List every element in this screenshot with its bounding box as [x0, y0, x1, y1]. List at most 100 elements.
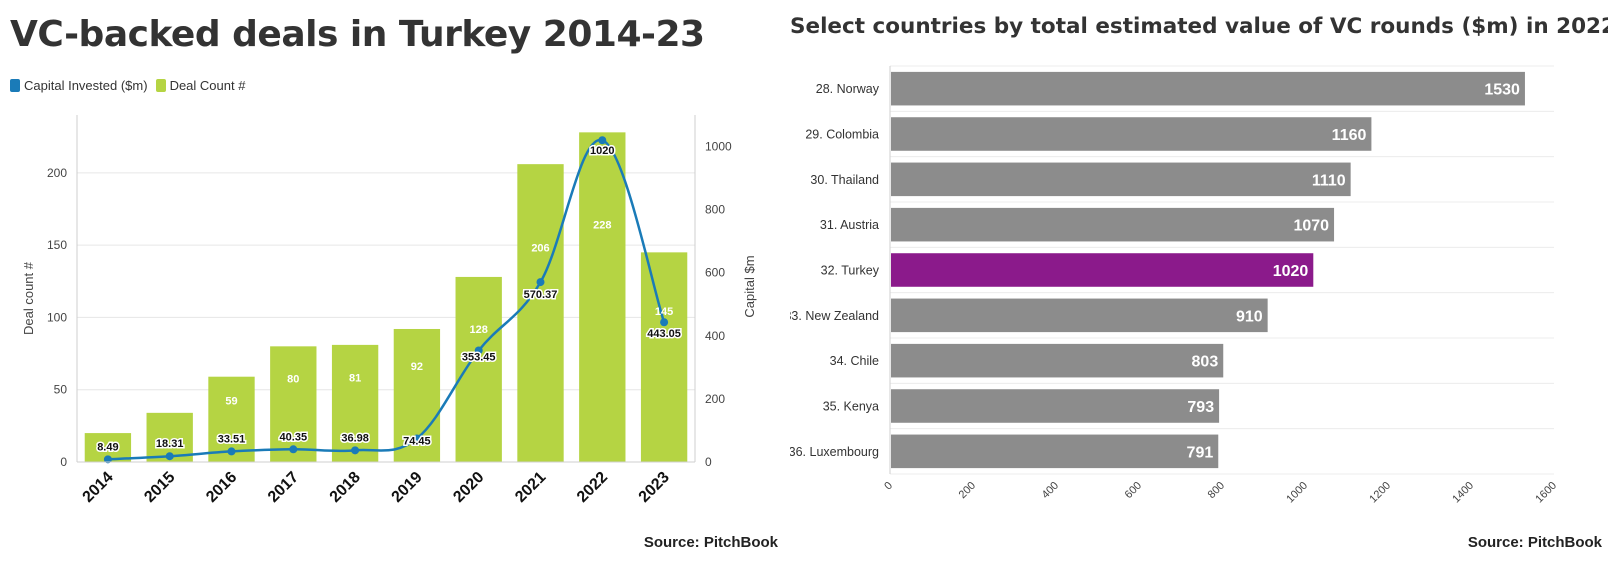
x-tick-label: 400	[1040, 480, 1061, 501]
category-label: 35. Kenya	[823, 400, 879, 414]
capital-data-label: 33.51	[218, 433, 246, 445]
x-tick-label: 2015	[141, 469, 178, 506]
bar-data-label: 81	[349, 373, 361, 385]
x-tick-label: 1200	[1367, 480, 1393, 506]
capital-data-label: 1020	[590, 145, 614, 157]
legend-item-deals[interactable]: Deal Count #	[155, 78, 246, 93]
bar-value-label: 791	[1187, 444, 1214, 461]
capital-point	[351, 446, 360, 455]
capital-data-label: 18.31	[156, 438, 184, 450]
capital-point	[660, 318, 669, 327]
category-label: 34. Chile	[830, 354, 879, 368]
deal-count-bar	[517, 164, 564, 463]
capital-point	[412, 434, 421, 443]
category-label: 36. Luxembourg	[790, 445, 879, 459]
bar-data-label: 59	[225, 396, 237, 408]
category-label: 29. Colombia	[805, 128, 879, 142]
country-bar	[891, 434, 1219, 469]
x-tick-label: 200	[957, 480, 978, 501]
country-bar	[891, 298, 1268, 333]
combo-chart: 0 50 100 150 200 0 200 400 600 800 1000 Deal count …	[21, 115, 757, 506]
country-bar	[891, 71, 1525, 106]
x-tick-label: 2020	[450, 469, 487, 506]
capital-point	[474, 346, 483, 355]
x-tick-label: 1000	[1284, 480, 1310, 506]
x-tick-label: 2021	[512, 469, 549, 506]
bar-data-label: 128	[470, 324, 488, 336]
capital-point	[289, 445, 298, 454]
bar-data-label: 228	[593, 220, 611, 232]
category-label: 30. Thailand	[810, 173, 879, 187]
deal-count-bar	[270, 346, 317, 462]
deal-count-bar	[640, 252, 688, 462]
capital-point	[598, 136, 607, 145]
x-tick-label: 2022	[574, 469, 611, 506]
right-chart-panel: Select countries by total estimated valu…	[790, 0, 1608, 577]
capital-point	[165, 452, 174, 461]
x-tick-label: 1400	[1450, 480, 1476, 506]
capital-point	[227, 447, 236, 456]
legend-swatch-capital	[10, 79, 20, 92]
bar-value-label: 1020	[1273, 263, 1309, 280]
y2-tick-label: 1000	[705, 140, 732, 154]
capital-data-label: 36.98	[341, 432, 369, 444]
x-tick-label: 2019	[389, 469, 426, 506]
y2-tick-label: 400	[705, 329, 725, 343]
category-label: 33. New Zealand	[790, 309, 879, 323]
bar-value-label: 910	[1236, 308, 1263, 325]
bar-value-label: 1530	[1484, 82, 1520, 99]
bar-value-label: 803	[1192, 354, 1219, 371]
bar-value-label: 1110	[1312, 172, 1346, 189]
bar-data-label: 92	[411, 361, 423, 373]
x-tick-label: 1600	[1533, 480, 1559, 506]
bar-value-label: 793	[1187, 399, 1214, 416]
deal-count-bar	[455, 276, 502, 462]
y2-tick-label: 0	[705, 455, 712, 469]
capital-point	[103, 455, 112, 464]
capital-point	[536, 278, 545, 287]
bar-data-label: 80	[287, 374, 299, 386]
capital-data-label: 8.49	[97, 441, 118, 453]
left-source-note: Source: PitchBook	[643, 534, 778, 551]
country-bar	[891, 207, 1335, 242]
bar-data-label: 145	[655, 306, 673, 318]
capital-data-label: 40.35	[280, 431, 308, 443]
capital-data-label: 443.05	[647, 328, 681, 340]
y2-axis-title: Capital $m	[742, 255, 757, 317]
x-tick-label: 2014	[80, 469, 117, 506]
y-tick-label: 150	[47, 238, 67, 252]
bar-value-label: 1160	[1332, 127, 1367, 144]
legend-label-deals: Deal Count #	[169, 78, 246, 93]
legend-swatch-deals	[155, 79, 166, 92]
y-tick-label: 200	[47, 166, 67, 180]
x-tick-label: 0	[882, 480, 895, 493]
capital-data-label: 353.45	[462, 352, 496, 364]
x-tick-label: 800	[1206, 480, 1227, 501]
legend-label-capital: Capital Invested ($m)	[24, 78, 148, 93]
capital-data-label: 570.37	[524, 289, 558, 301]
category-label: 32. Turkey	[821, 264, 880, 278]
left-chart-title: VC-backed deals in Turkey 2014-23	[10, 14, 705, 55]
y-tick-label: 0	[60, 455, 67, 469]
bar-value-label: 1070	[1293, 218, 1329, 235]
country-bar	[891, 162, 1351, 197]
country-bar	[891, 117, 1372, 151]
right-source-note: Source: PitchBook	[1467, 534, 1602, 551]
country-bar-chart: 1530 1160 1110 1070 1020 910 803 793 791 28. Nor…	[790, 65, 1559, 506]
y-tick-label: 50	[54, 383, 68, 397]
y-tick-label: 100	[47, 310, 67, 324]
y2-tick-label: 200	[705, 392, 725, 406]
x-tick-label: 600	[1123, 480, 1144, 501]
bar-data-label: 206	[531, 243, 549, 255]
x-tick-label: 2023	[636, 469, 673, 506]
legend: Capital Invested ($m) Deal Count #	[10, 78, 245, 93]
y-axis-title: Deal count #	[21, 261, 36, 335]
category-label: 28. Norway	[816, 82, 880, 96]
x-tick-label: 2018	[327, 469, 364, 506]
legend-item-capital[interactable]: Capital Invested ($m)	[10, 78, 148, 93]
x-tick-label: 2016	[203, 469, 240, 506]
right-chart-title: Select countries by total estimated valu…	[790, 14, 1608, 39]
y2-tick-label: 600	[705, 266, 725, 280]
country-bar	[891, 343, 1224, 378]
left-chart-panel: VC-backed deals in Turkey 2014-23 Capita…	[0, 0, 790, 577]
